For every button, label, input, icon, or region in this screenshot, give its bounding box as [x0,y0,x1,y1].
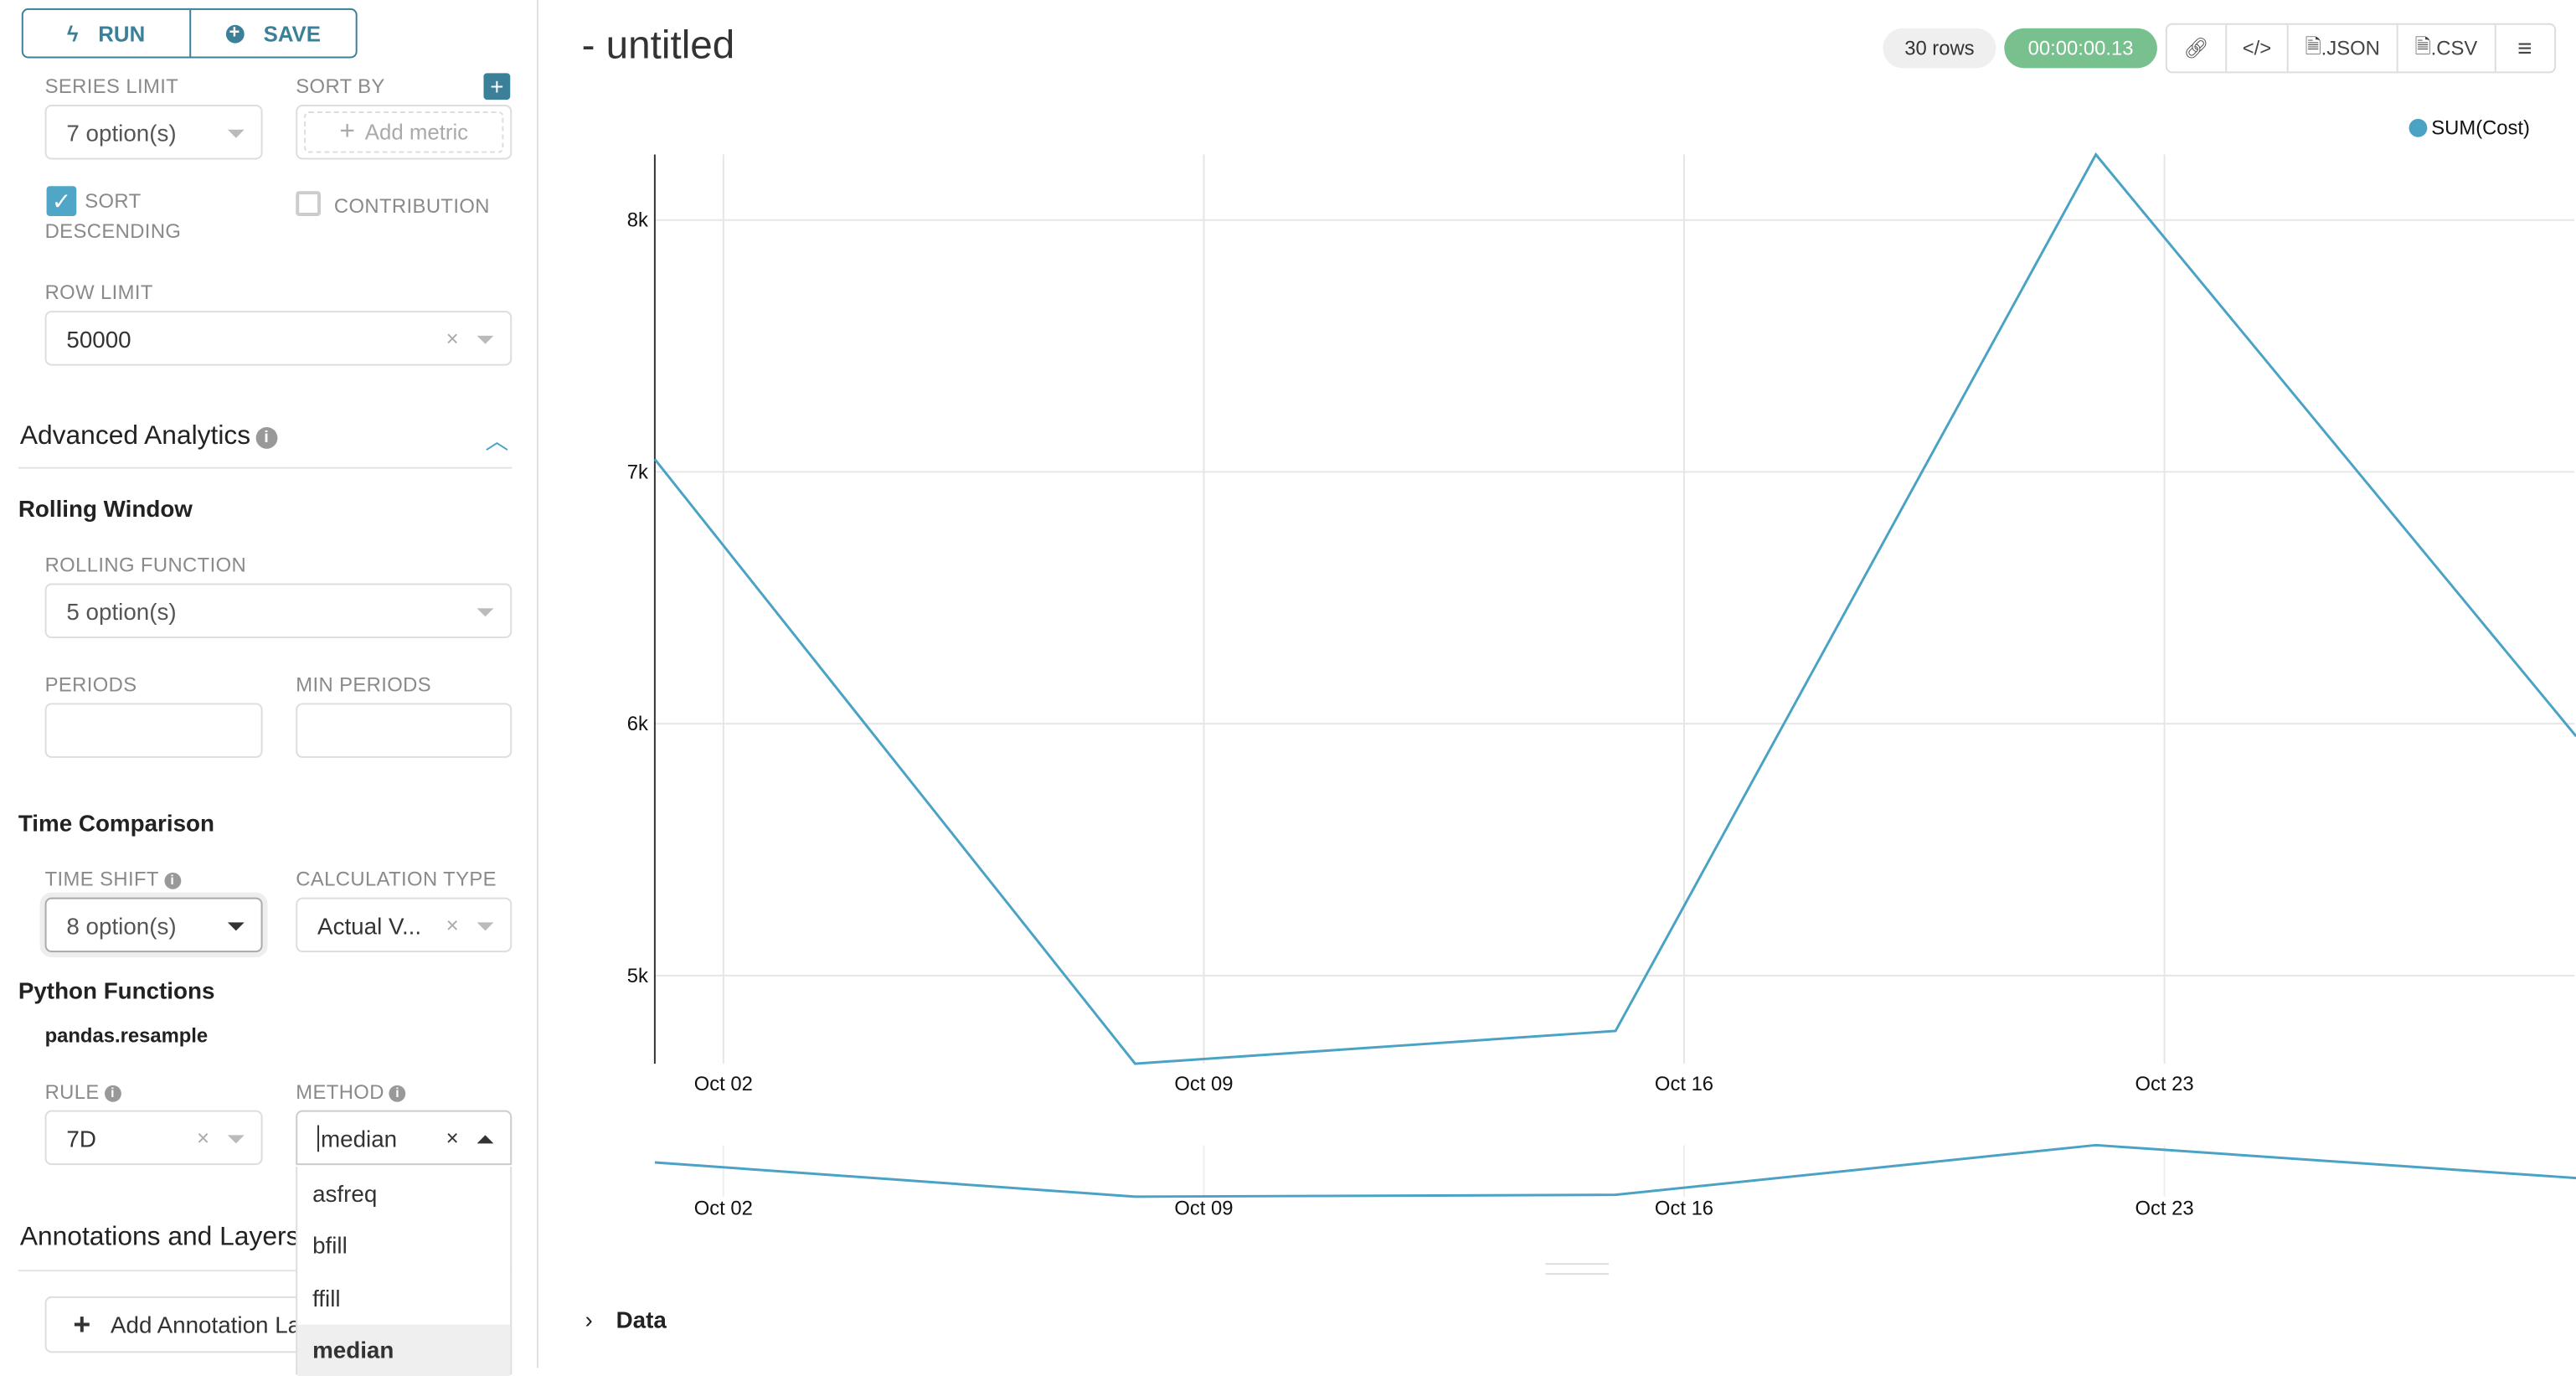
periods-label: PERIODS [44,673,137,697]
add-sort-button[interactable]: + [483,73,511,100]
rule-select[interactable]: 7D × [44,1110,263,1166]
brush-series-line [654,1143,2576,1198]
legend-marker [2409,118,2428,137]
y-tick-label: 8k [627,209,648,232]
brush-x-tick-label: Oct 09 [1174,1198,1233,1220]
menu-icon[interactable]: ≡ [2494,24,2553,72]
method-option-bfill[interactable]: bfill [312,1232,348,1259]
info-icon: i [163,872,181,889]
method-option-asfreq[interactable]: asfreq [312,1179,378,1207]
sort-descending-checkbox[interactable]: ✓ [46,186,77,216]
calculation-type-label: CALCULATION TYPE [296,867,497,891]
y-tick-label: 7k [627,461,648,483]
resize-handle[interactable] [1545,1263,1609,1276]
caret-down-icon [477,608,494,617]
brush-x-tick-label: Oct 23 [2136,1198,2194,1220]
row-limit-label: ROW LIMIT [44,281,153,305]
contribution-checkbox[interactable] [296,191,322,216]
brush-x-tick-label: Oct 02 [694,1198,753,1220]
info-icon: i [255,427,277,449]
periods-input[interactable] [44,703,263,758]
info-icon: i [389,1085,406,1102]
y-tick-label: 6k [627,713,648,735]
brush-x-tick-label: Oct 16 [1655,1198,1713,1220]
method-dropdown-menu: asfreq bfill ffill median [296,1167,513,1376]
row-limit-select[interactable]: 50000 × [44,311,513,366]
advanced-analytics-header[interactable]: Advanced Analytics i [20,422,277,452]
plus-icon: + [73,1306,91,1341]
time-shift-label: TIME SHIFT i [45,868,181,891]
chevron-up-icon[interactable]: ︿ [485,427,509,454]
x-tick-label: Oct 02 [694,1073,753,1095]
chart-title[interactable]: - untitled [581,23,735,69]
method-select[interactable]: median × [296,1110,513,1166]
caret-down-icon [227,1135,245,1144]
x-tick-label: Oct 23 [2136,1073,2194,1095]
sort-by-field: + Add metric [296,105,513,160]
rule-label: RULE i [45,1080,121,1104]
plus-circle-icon: + [224,23,244,43]
min-periods-label: MIN PERIODS [296,673,432,697]
method-option-median[interactable]: median [297,1323,511,1376]
time-comparison-title: Time Comparison [18,809,215,837]
query-button-group: ϟ RUN + SAVE [21,8,358,59]
export-json-button[interactable]: 🗎︎ .JSON [2286,24,2397,72]
control-panel: ϟ RUN + SAVE SERIES LIMIT 7 option(s) SORT… [0,0,538,1376]
clear-icon[interactable]: × [446,325,459,351]
legend-label: SUM(Cost) [2431,117,2530,140]
row-count-badge: 30 rows [1883,28,1996,69]
chart-actions-toolbar: 🔗︎ </> 🗎︎ .JSON 🗎︎ .CSV ≡ [2165,23,2556,74]
sort-descending-label-1: SORT [85,189,142,214]
series-line-sum-cost [653,152,2576,1065]
link-icon[interactable]: 🔗︎ [2183,36,2209,60]
clear-icon[interactable]: × [446,1125,459,1151]
series-limit-select[interactable]: 7 option(s) [44,105,263,160]
legend: SUM(Cost) [2409,117,2530,140]
pandas-resample-subtitle: pandas.resample [44,1023,209,1048]
sort-descending-label-2: DESCENDING [44,219,182,243]
run-button[interactable]: ϟ RUN [66,20,146,46]
calculation-type-select[interactable]: Actual V... × [296,897,513,953]
clear-icon[interactable]: × [446,912,459,938]
data-section-toggle[interactable]: › Data [585,1306,667,1333]
add-metric-button[interactable]: + Add metric [304,111,504,153]
export-csv-button[interactable]: 🗎︎ .CSV [2396,24,2494,72]
query-timer-badge: 00:00:00.13 [2004,28,2157,69]
caret-down-icon [227,129,245,138]
method-option-ffill[interactable]: ffill [312,1284,341,1312]
caret-down-icon [477,922,494,931]
divider [18,466,513,469]
clear-icon[interactable]: × [196,1125,210,1151]
y-tick-label: 5k [627,965,648,987]
time-shift-select[interactable]: 8 option(s) [44,897,263,953]
sort-by-label: SORT BY [296,75,385,99]
x-tick-label: Oct 16 [1655,1073,1713,1095]
chevron-right-icon: › [585,1306,593,1333]
caret-up-icon [477,1135,494,1144]
rolling-window-title: Rolling Window [18,495,193,523]
python-functions-title: Python Functions [18,977,215,1004]
series-limit-label: SERIES LIMIT [44,75,179,99]
caret-down-icon [227,922,245,931]
bolt-icon: ϟ [66,20,79,46]
rolling-function-select[interactable]: 5 option(s) [44,583,513,639]
min-periods-input[interactable] [296,703,513,758]
plus-icon: + [339,116,355,146]
divider [18,1270,513,1272]
caret-down-icon [477,335,494,344]
annotations-header[interactable]: Annotations and Layers [19,1223,296,1252]
x-tick-label: Oct 09 [1174,1073,1233,1095]
save-button[interactable]: + SAVE [188,9,355,57]
embed-code-icon[interactable]: </> [2225,24,2286,72]
file-code-icon: 🗎︎ [2305,33,2321,58]
info-icon: i [104,1085,121,1102]
file-text-icon: 🗎︎ [2414,33,2431,58]
method-label: METHOD i [296,1080,406,1104]
contribution-label: CONTRIBUTION [333,194,490,218]
rolling-function-label: ROLLING FUNCTION [44,553,247,577]
